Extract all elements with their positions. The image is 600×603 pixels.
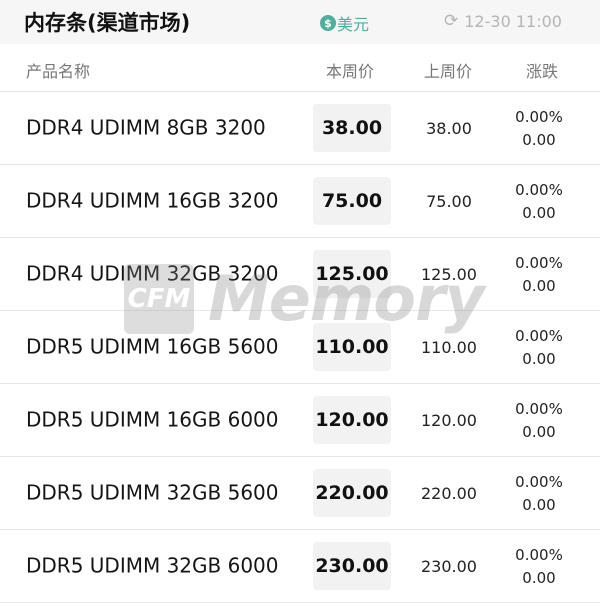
col-previous: 上周价	[424, 62, 473, 81]
current-price: 230.00	[313, 542, 391, 590]
previous-price: 75.00	[426, 191, 472, 211]
product-name: DDR5 UDIMM 32GB 6000	[26, 553, 279, 578]
current-price: 110.00	[313, 323, 391, 371]
currency-label: 美元	[337, 15, 370, 34]
page-title: 内存条(渠道市场)	[24, 11, 191, 35]
change-percent: 0.00%	[515, 108, 563, 126]
change: 0.00% 0.00	[504, 106, 574, 152]
refresh-icon: ⟳	[444, 11, 459, 31]
change-amount: 0.00	[522, 496, 556, 514]
current-price: 75.00	[313, 177, 391, 225]
current-price: 38.00	[313, 104, 391, 152]
col-change: 涨跌	[526, 62, 559, 81]
table-row[interactable]: DDR4 UDIMM 8GB 3200 38.00 38.00 0.00% 0.0…	[0, 92, 600, 165]
table-header: 产品名称 本周价 上周价 涨跌	[0, 44, 600, 92]
price-table: DDR4 UDIMM 8GB 3200 38.00 38.00 0.00% 0.0…	[0, 92, 600, 603]
current-price: 120.00	[313, 396, 391, 444]
previous-price: 230.00	[421, 556, 477, 576]
product-name: DDR5 UDIMM 32GB 5600	[26, 480, 279, 505]
change-amount: 0.00	[522, 277, 556, 295]
product-name: DDR5 UDIMM 16GB 6000	[26, 407, 279, 432]
change-percent: 0.00%	[515, 254, 563, 272]
table-row[interactable]: DDR5 UDIMM 16GB 5600 110.00 110.00 0.00%…	[0, 311, 600, 384]
currency-toggle[interactable]: $ 美元	[320, 11, 369, 35]
change: 0.00% 0.00	[504, 325, 574, 371]
col-current: 本周价	[326, 62, 375, 81]
change-amount: 0.00	[522, 569, 556, 587]
change-percent: 0.00%	[515, 327, 563, 345]
change: 0.00% 0.00	[504, 252, 574, 298]
top-bar: 内存条(渠道市场) $ 美元 ⟳ 12-30 11:00	[0, 0, 600, 44]
col-name: 产品名称	[26, 62, 91, 81]
refresh-button[interactable]: ⟳ 12-30 11:00	[444, 11, 562, 31]
table-row[interactable]: DDR4 UDIMM 16GB 3200 75.00 75.00 0.00% 0.…	[0, 165, 600, 238]
current-price: 220.00	[313, 469, 391, 517]
change-amount: 0.00	[522, 204, 556, 222]
previous-price: 125.00	[421, 264, 477, 284]
previous-price: 110.00	[421, 337, 477, 357]
change-percent: 0.00%	[515, 400, 563, 418]
product-name: DDR4 UDIMM 16GB 3200	[26, 188, 279, 213]
table-row[interactable]: DDR5 UDIMM 32GB 6000 230.00 230.00 0.00%…	[0, 530, 600, 603]
previous-price: 220.00	[421, 483, 477, 503]
product-name: DDR4 UDIMM 32GB 3200	[26, 261, 279, 286]
change-percent: 0.00%	[515, 473, 563, 491]
previous-price: 38.00	[426, 118, 472, 138]
product-name: DDR5 UDIMM 16GB 5600	[26, 334, 279, 359]
change-amount: 0.00	[522, 131, 556, 149]
change-amount: 0.00	[522, 350, 556, 368]
dollar-circle-icon: $	[320, 15, 336, 31]
table-row[interactable]: DDR5 UDIMM 32GB 5600 220.00 220.00 0.00%…	[0, 457, 600, 530]
change: 0.00% 0.00	[504, 471, 574, 517]
change-amount: 0.00	[522, 423, 556, 441]
change: 0.00% 0.00	[504, 398, 574, 444]
change-percent: 0.00%	[515, 181, 563, 199]
change-percent: 0.00%	[515, 546, 563, 564]
table-row[interactable]: DDR5 UDIMM 16GB 6000 120.00 120.00 0.00%…	[0, 384, 600, 457]
previous-price: 120.00	[421, 410, 477, 430]
current-price: 125.00	[313, 250, 391, 298]
table-row[interactable]: DDR4 UDIMM 32GB 3200 125.00 125.00 0.00%…	[0, 238, 600, 311]
update-time: 12-30 11:00	[464, 11, 562, 31]
change: 0.00% 0.00	[504, 544, 574, 590]
change: 0.00% 0.00	[504, 179, 574, 225]
product-name: DDR4 UDIMM 8GB 3200	[26, 115, 266, 140]
